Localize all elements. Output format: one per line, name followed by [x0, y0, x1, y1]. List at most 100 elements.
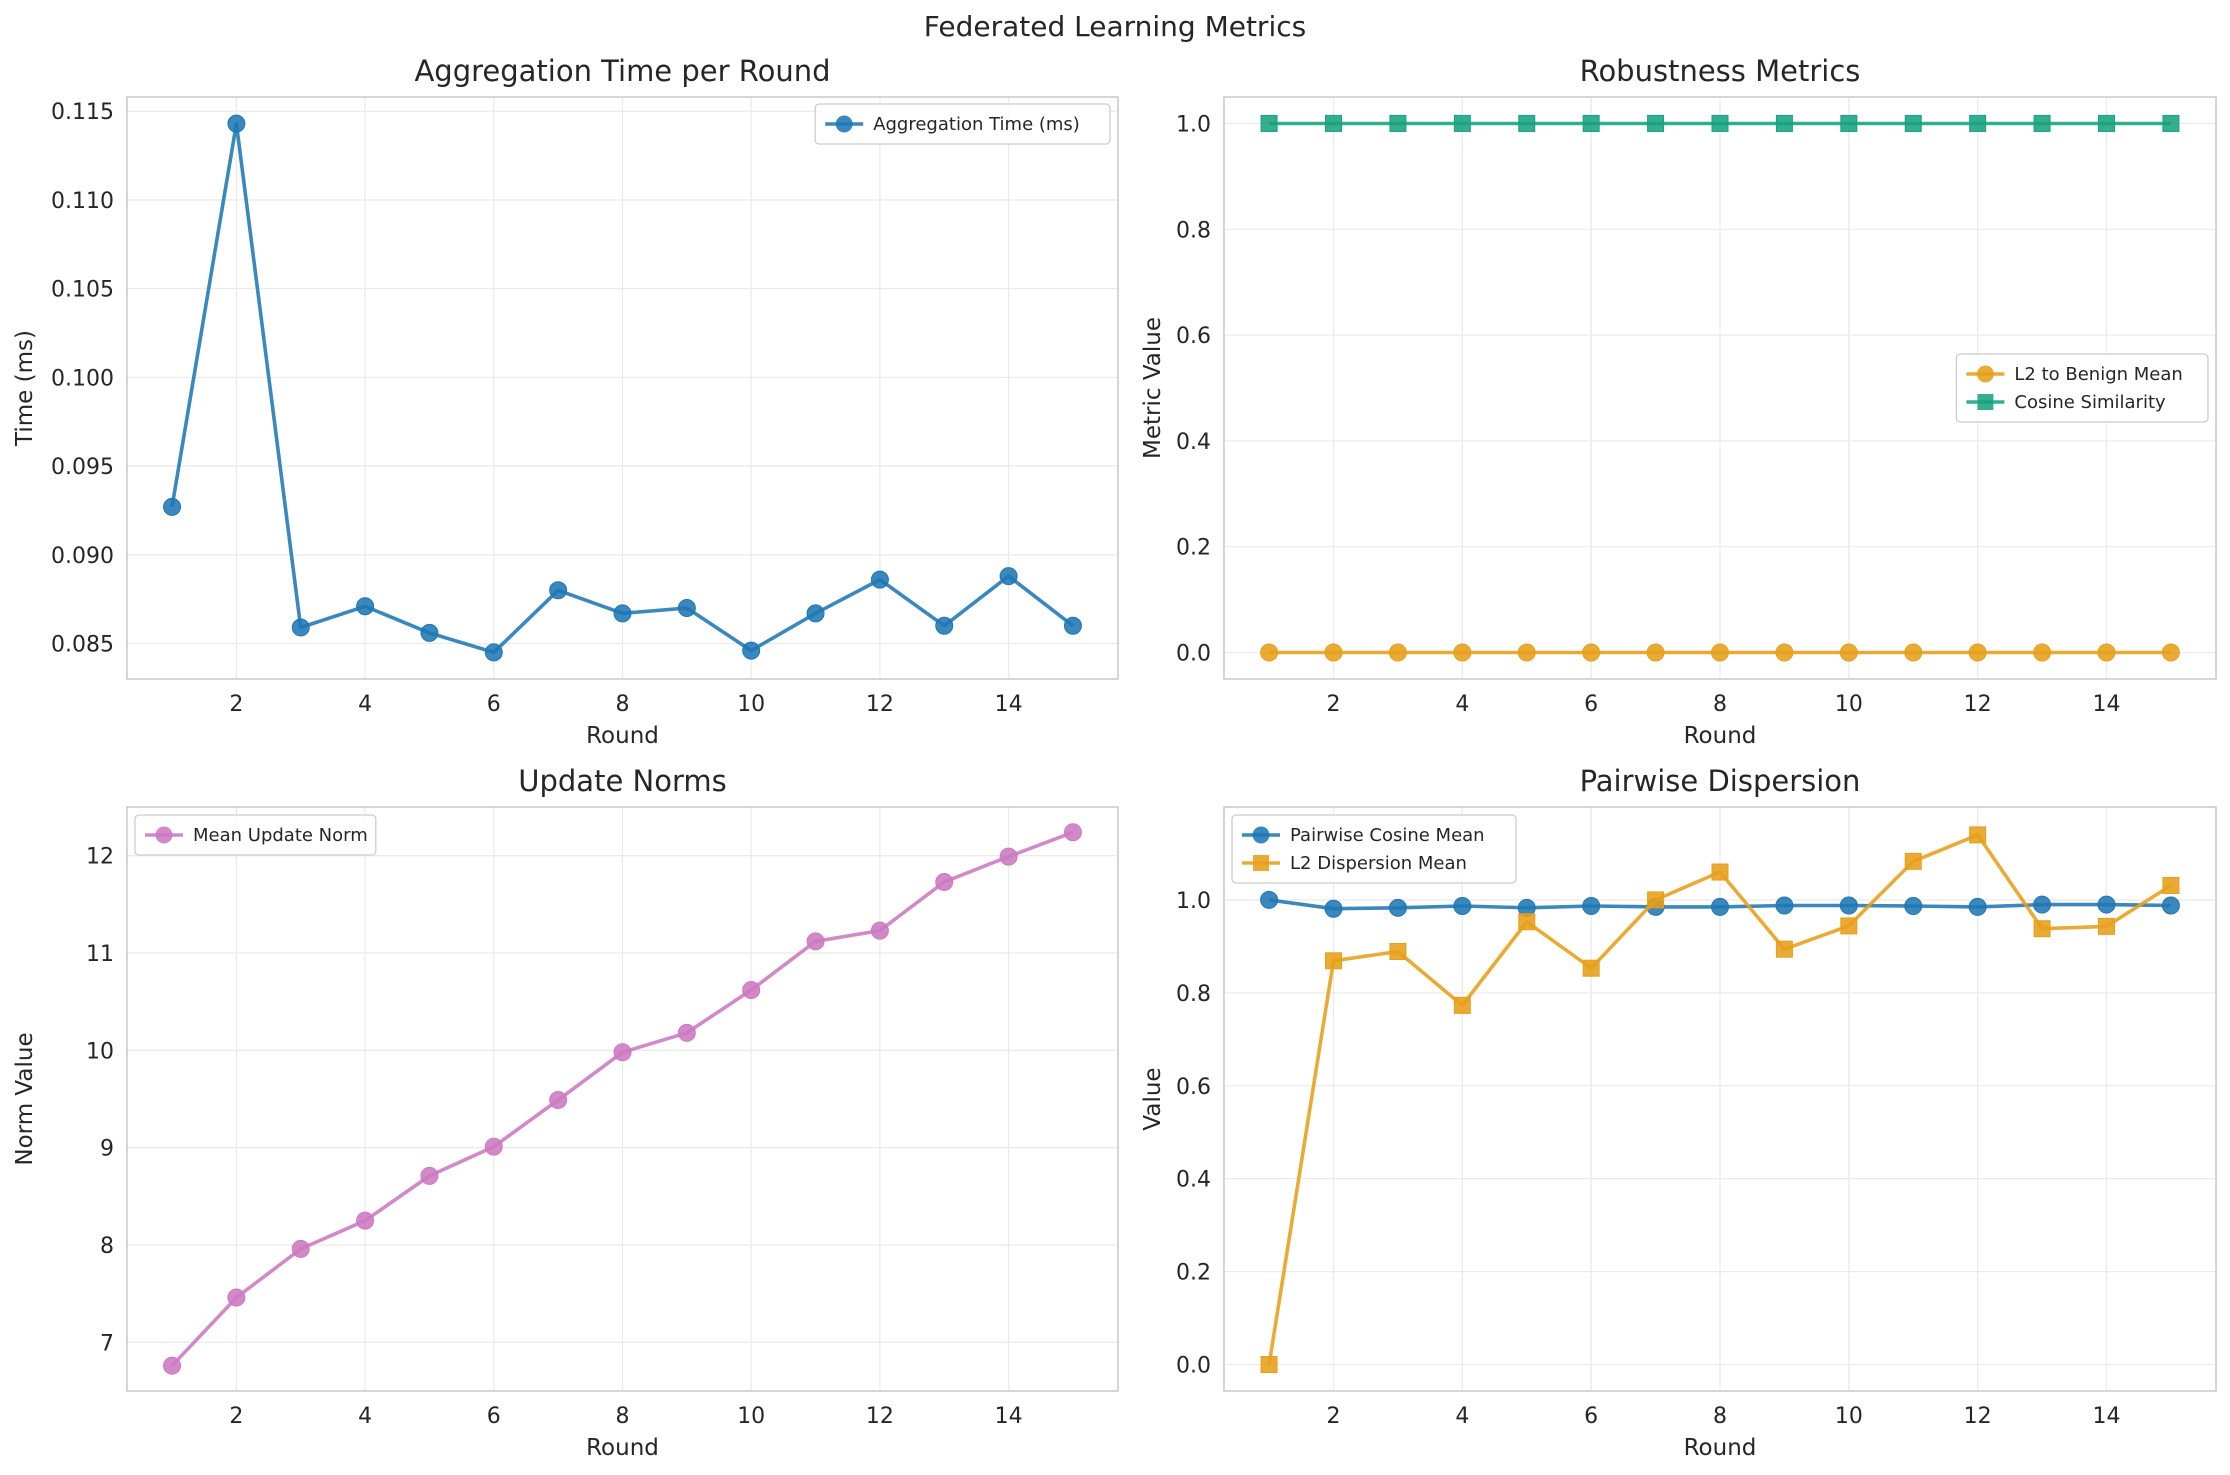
data-point — [1389, 942, 1407, 960]
x-tick-label: 2 — [1327, 1404, 1341, 1429]
data-point — [484, 1137, 503, 1156]
data-point — [1517, 643, 1536, 662]
data-point — [1969, 114, 1987, 132]
data-point — [677, 599, 696, 618]
data-point — [870, 570, 889, 589]
y-tick-label: 0.6 — [1176, 1075, 1211, 1100]
chart-robustness-metrics: 2 4 6 8 10 12 14 0.0 0.2 0.4 0.6 0.8 1.0 Robustness M… — [1140, 54, 2217, 749]
x-tick-label: 8 — [616, 1404, 630, 1429]
x-tick-label: 4 — [1455, 692, 1469, 717]
data-point — [1646, 643, 1665, 662]
chart-aggregation-time: 2 4 6 8 10 12 14 0.085 0.090 0.095 0.100 0.105 0.110… — [12, 54, 1119, 749]
data-point — [1775, 114, 1793, 132]
data-point — [1260, 643, 1279, 662]
data-point — [613, 604, 632, 623]
x-tick-label: 8 — [1713, 1404, 1727, 1429]
y-tick-label: 0.085 — [51, 633, 114, 658]
data-point — [1063, 823, 1082, 842]
data-point — [1453, 996, 1471, 1014]
data-point — [1518, 913, 1536, 931]
y-tick-label: 9 — [100, 1137, 114, 1162]
data-point — [1711, 863, 1729, 881]
legend: Pairwise Cosine Mean L2 Dispersion Mean — [1231, 814, 1517, 884]
data-point — [1388, 898, 1407, 917]
x-tick-label: 14 — [995, 1404, 1023, 1429]
y-tick-label: 0.095 — [51, 455, 114, 480]
x-tick-label: 2 — [1327, 692, 1341, 717]
x-tick-label: 8 — [1713, 692, 1727, 717]
data-point — [1063, 616, 1082, 635]
data-point — [1518, 114, 1536, 132]
data-point — [1582, 114, 1600, 132]
data-point — [1260, 114, 1278, 132]
legend-label: L2 to Benign Mean — [2014, 364, 2182, 385]
y-axis-label: Metric Value — [1140, 317, 1166, 459]
x-tick-label: 12 — [1964, 692, 1992, 717]
legend: Aggregation Time (ms) — [814, 103, 1111, 145]
y-tick-label: 0.8 — [1176, 982, 1211, 1007]
data-point — [1839, 896, 1858, 915]
y-tick-label: 0.0 — [1176, 642, 1211, 667]
data-point — [356, 597, 375, 616]
data-point — [1840, 917, 1858, 935]
y-tick-label: 12 — [86, 845, 114, 870]
legend: Mean Update Norm — [134, 814, 377, 856]
data-point — [999, 567, 1018, 586]
data-point — [2097, 895, 2116, 914]
data-point — [356, 1211, 375, 1230]
data-point — [677, 1023, 696, 1042]
data-point — [163, 497, 182, 516]
legend-marker — [835, 115, 853, 133]
data-point — [2033, 643, 2052, 662]
data-point — [549, 1090, 568, 1109]
data-point — [1453, 114, 1471, 132]
data-point — [1775, 643, 1794, 662]
plot-frame — [1223, 96, 2217, 680]
y-tick-label: 0.0 — [1176, 1354, 1211, 1379]
x-tick-label: 2 — [229, 692, 243, 717]
y-axis-label: Value — [1140, 1067, 1166, 1130]
data-point — [935, 872, 954, 891]
data-point — [163, 1356, 182, 1375]
legend-label: L2 Dispersion Mean — [1290, 853, 1467, 874]
data-point — [1647, 891, 1665, 909]
x-tick-label: 14 — [2092, 692, 2120, 717]
y-tick-label: 0.6 — [1176, 324, 1211, 349]
data-point — [999, 847, 1018, 866]
data-point — [1582, 896, 1601, 915]
x-axis-label: Round — [586, 1435, 659, 1461]
data-point — [420, 623, 439, 642]
data-point — [1389, 114, 1407, 132]
x-tick-label: 12 — [866, 692, 894, 717]
y-tick-label: 0.4 — [1176, 430, 1211, 455]
y-tick-label: 0.2 — [1176, 536, 1211, 561]
x-tick-label: 4 — [1455, 1404, 1469, 1429]
x-tick-label: 12 — [1964, 1404, 1992, 1429]
x-tick-label: 6 — [487, 692, 501, 717]
legend-label: Mean Update Norm — [193, 825, 368, 846]
data-point — [1388, 643, 1407, 662]
data-point — [2161, 643, 2180, 662]
data-point — [1968, 643, 1987, 662]
x-tick-label: 4 — [358, 1404, 372, 1429]
x-tick-label: 10 — [1835, 1404, 1863, 1429]
data-point — [2097, 643, 2116, 662]
data-point — [1582, 643, 1601, 662]
data-point — [1260, 1356, 1278, 1374]
legend-box — [1955, 353, 2209, 423]
data-point — [1453, 643, 1472, 662]
legend-marker — [155, 826, 173, 844]
y-tick-label: 0.115 — [51, 100, 114, 125]
chart-update-norms: 2 4 6 8 10 12 14 7 8 9 10 11 12 Update Norms Round Norm… — [12, 764, 1119, 1461]
y-tick-label: 1.0 — [1176, 112, 1211, 137]
data-point — [613, 1043, 632, 1062]
data-point — [1260, 890, 1279, 909]
data-point — [549, 581, 568, 600]
data-point — [1904, 643, 1923, 662]
data-point — [1904, 896, 1923, 915]
data-point — [1325, 952, 1343, 970]
legend-box — [134, 814, 377, 856]
x-tick-label: 4 — [358, 692, 372, 717]
data-point — [1904, 114, 1922, 132]
